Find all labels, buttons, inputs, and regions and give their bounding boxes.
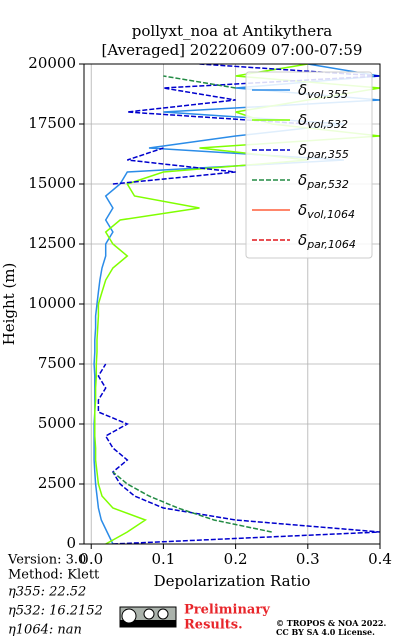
legend-label: δvol,1064 xyxy=(298,201,355,222)
legend-subscript: vol,355 xyxy=(307,88,348,101)
chart-title: [Averaged] 20220609 07:00-07:59 xyxy=(102,41,363,59)
profile-line xyxy=(112,75,272,533)
x-tick-label: 0.2 xyxy=(224,550,248,568)
y-tick-label: 0 xyxy=(66,534,76,552)
plot-frame xyxy=(83,63,381,545)
y-tick-label: 7500 xyxy=(38,354,76,372)
info-text: η1064: nan xyxy=(8,623,82,638)
x-axis-label: Depolarization Ratio xyxy=(154,572,311,590)
copyright: © TROPOS & NOA 2022. xyxy=(276,618,386,628)
legend-subscript: par,355 xyxy=(306,148,349,161)
x-tick-label: 0.0 xyxy=(79,550,103,568)
legend-subscript: par,1064 xyxy=(306,238,356,251)
legend-box xyxy=(245,71,373,259)
preliminary-note: Results. xyxy=(184,618,243,633)
info: Version: 3.0 Method: Klett η355: 22.52 η… xyxy=(7,553,103,638)
y-tick-label: 12500 xyxy=(28,234,76,252)
y-tick-label: 17500 xyxy=(28,114,76,132)
y-tick-label: 15000 xyxy=(28,174,76,192)
legend-symbol: δ xyxy=(298,201,307,219)
cc-logo xyxy=(119,606,177,628)
y-tick-label: 2500 xyxy=(38,474,76,492)
info-text: η532: 16.2152 xyxy=(8,604,103,619)
legend-symbol: δ xyxy=(298,141,307,159)
profile-line xyxy=(93,64,380,544)
legend-subscript: par,532 xyxy=(306,178,349,191)
y-tick-label: 10000 xyxy=(28,294,76,312)
legend-label: δvol,355 xyxy=(298,81,348,102)
x-tick-label: 0.3 xyxy=(296,550,320,568)
legend-label: δpar,355 xyxy=(298,141,349,162)
x-tick-label: 0.1 xyxy=(151,550,175,568)
legend-label: δpar,532 xyxy=(298,171,349,192)
chart-title: pollyxt_noa at Antikythera xyxy=(132,22,332,40)
legend-subscript: vol,532 xyxy=(307,118,348,131)
y-tick-label: 20000 xyxy=(28,54,76,72)
legend-symbol: δ xyxy=(298,171,307,189)
x-tick-label: 0.4 xyxy=(368,550,392,568)
legend-symbol: δ xyxy=(298,111,307,129)
info-text: η355: 22.52 xyxy=(8,585,86,600)
legend-subscript: vol,1064 xyxy=(307,208,355,221)
info-text: Method: Klett xyxy=(8,568,100,583)
info-text: Version: 3.0 xyxy=(7,553,86,568)
y-tick-label: 5000 xyxy=(38,414,76,432)
legend-label: δvol,532 xyxy=(298,111,348,132)
legend-symbol: δ xyxy=(298,231,307,249)
legend-label: δpar,1064 xyxy=(298,231,356,252)
copyright: CC BY SA 4.0 License. xyxy=(276,627,375,637)
preliminary-note: Preliminary xyxy=(184,603,270,618)
y-axis-label: Height (m) xyxy=(0,263,18,346)
legend-symbol: δ xyxy=(298,81,307,99)
